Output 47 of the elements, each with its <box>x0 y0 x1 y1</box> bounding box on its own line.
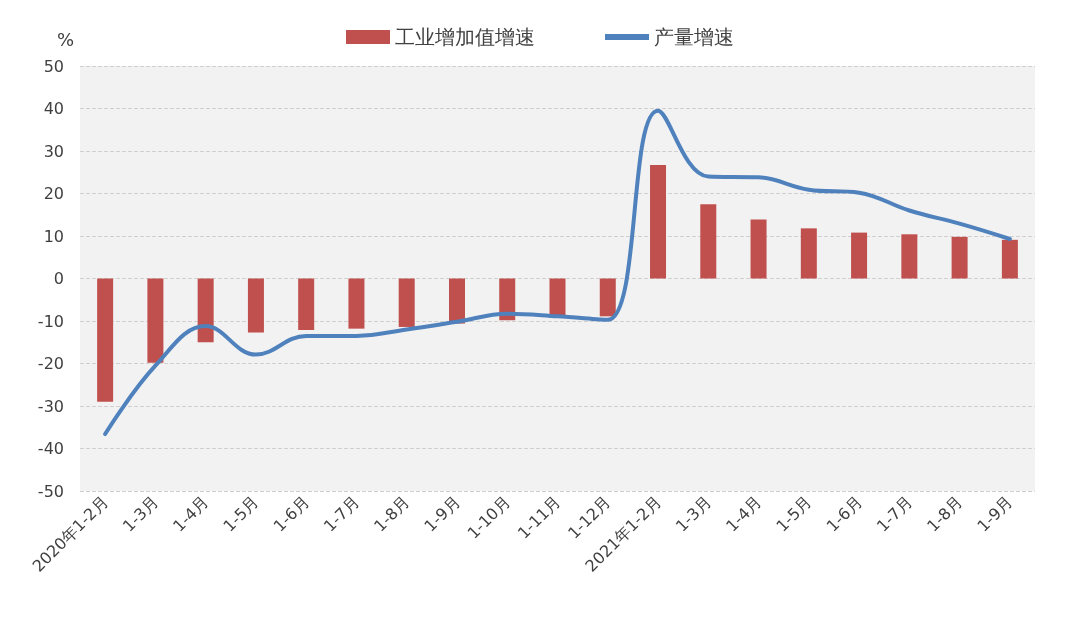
y-tick-label: -50 <box>37 481 64 501</box>
line-series <box>103 108 1012 437</box>
y-tick-label: 40 <box>43 99 64 118</box>
y-tick-label: 10 <box>43 226 64 246</box>
y-tick-label: -30 <box>37 396 64 416</box>
bar <box>197 278 214 343</box>
x-tick-label: 1-7月 <box>872 492 917 536</box>
y-tick-label: -40 <box>37 439 64 458</box>
bar <box>448 278 465 324</box>
x-tick-label: 1-6月 <box>822 492 866 536</box>
legend-label: 工业增加值增速 <box>395 25 535 49</box>
bar <box>750 219 767 279</box>
legend-label: 产量增速 <box>654 25 734 49</box>
bar <box>247 278 264 333</box>
x-tick-label: 1-4月 <box>722 492 766 536</box>
x-tick-label: 1-6月 <box>269 492 313 536</box>
bar <box>650 165 667 279</box>
x-tick-label: 1-5月 <box>772 492 816 536</box>
x-tick-label: 1-9月 <box>973 492 1017 536</box>
bar <box>549 278 566 318</box>
y-tick-label: 50 <box>43 56 64 76</box>
x-tick-label: 1-8月 <box>370 492 414 536</box>
x-tick-label: 1-3月 <box>671 492 716 536</box>
bar <box>700 204 717 279</box>
bar <box>348 278 365 329</box>
bar <box>398 278 415 327</box>
bar <box>599 278 616 317</box>
bar <box>951 236 968 279</box>
y-tick-label: 0 <box>53 269 64 288</box>
y-tick-label: 20 <box>43 184 64 203</box>
x-tick-label: 1-8月 <box>923 492 967 536</box>
y-tick-label: 30 <box>43 141 64 161</box>
y-axis-title: % <box>56 28 74 50</box>
x-tick-label: 1-5月 <box>219 492 263 536</box>
bar <box>851 232 868 279</box>
y-tick-label: -10 <box>37 311 64 331</box>
x-tick-label: 1-3月 <box>118 492 163 536</box>
y-tick-label: -20 <box>37 354 64 373</box>
bar <box>901 234 918 279</box>
bar <box>298 278 315 330</box>
bar <box>97 278 114 402</box>
x-tick-label: 1-9月 <box>420 492 464 536</box>
x-tick-label: 1-7月 <box>319 492 364 536</box>
bar <box>147 278 164 363</box>
x-tick-label: 1-4月 <box>169 492 213 536</box>
bar <box>800 228 817 279</box>
bar <box>1001 239 1018 279</box>
